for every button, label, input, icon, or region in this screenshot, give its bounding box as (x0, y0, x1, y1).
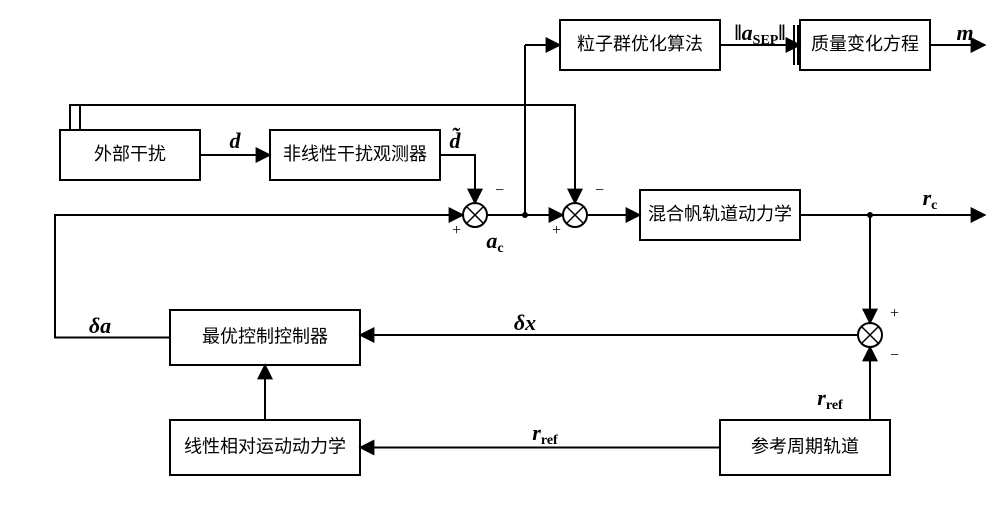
svg-text:非线性干扰观测器: 非线性干扰观测器 (283, 144, 427, 164)
edge-ext-bus-extra (70, 105, 120, 130)
svg-text:线性相对运动动力学: 线性相对运动动力学 (184, 437, 346, 457)
sig-delta-a: δa (89, 313, 111, 338)
sig-ac: ac (486, 228, 503, 256)
sig-asep: ‖aSEP‖ (735, 20, 786, 48)
branch-dot-rc (867, 212, 873, 218)
sig-m: m (956, 20, 973, 45)
sum-junction-3 (858, 323, 882, 347)
svg-text:质量变化方程: 质量变化方程 (811, 34, 919, 54)
sign-s1-top: − (495, 182, 504, 199)
sum-junction-1 (463, 203, 487, 227)
block-mass-eq: 质量变化方程 (800, 20, 930, 70)
block-pso: 粒子群优化算法 (560, 20, 720, 70)
svg-text:混合帆轨道动力学: 混合帆轨道动力学 (648, 204, 792, 224)
sign-s1-left: + (452, 222, 461, 239)
sign-s2-left: + (552, 222, 561, 239)
svg-text:外部干扰: 外部干扰 (94, 144, 166, 164)
sign-s3-bottom: − (890, 347, 899, 364)
svg-text:参考周期轨道: 参考周期轨道 (751, 437, 859, 457)
block-lin-dyn: 线性相对运动动力学 (170, 420, 360, 475)
block-ext-disturbance: 外部干扰 (60, 130, 200, 180)
block-ref-orbit: 参考周期轨道 (720, 420, 890, 475)
edge-dtilde (440, 155, 475, 203)
svg-text:粒子群优化算法: 粒子群优化算法 (577, 34, 703, 54)
block-nl-observer: 非线性干扰观测器 (270, 130, 440, 180)
sig-rc: rc (923, 185, 938, 213)
sig-dtilde: d̃ (450, 128, 462, 153)
sig-d: d (230, 128, 242, 153)
sign-s2-top: − (595, 182, 604, 199)
sig-rref-bottom: rref (532, 420, 558, 448)
svg-text:最优控制控制器: 最优控制控制器 (202, 327, 328, 347)
block-opt-ctrl: 最优控制控制器 (170, 310, 360, 365)
sig-rref-right: rref (817, 385, 843, 413)
sum-junction-2 (563, 203, 587, 227)
sign-s3-top: + (890, 305, 899, 322)
sig-delta-x: δx (514, 310, 536, 335)
branch-dot-mid (522, 212, 528, 218)
block-hybrid-dynamics: 混合帆轨道动力学 (640, 190, 800, 240)
